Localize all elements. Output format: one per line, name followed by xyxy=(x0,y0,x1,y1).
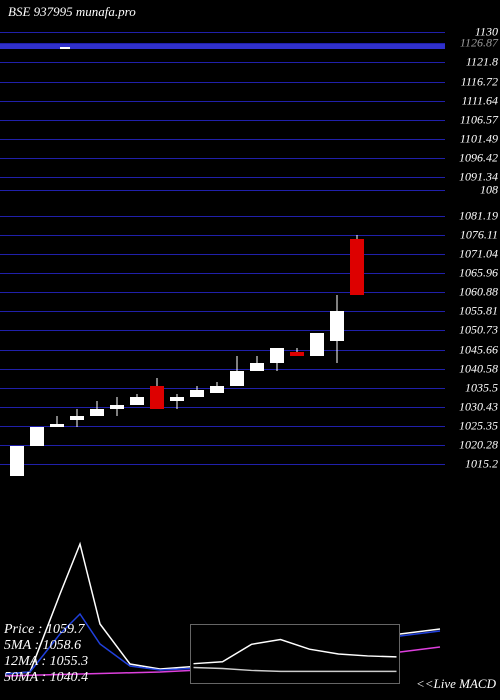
axis-label: 1096.42 xyxy=(459,151,498,166)
gridline xyxy=(0,407,445,408)
axis-label: 1126.87 xyxy=(460,36,498,51)
candle xyxy=(170,397,184,401)
macd-inset xyxy=(190,624,400,684)
gridline xyxy=(0,464,445,465)
axis-label: 1111.64 xyxy=(462,93,498,108)
gridline xyxy=(0,32,445,33)
gridline xyxy=(0,445,445,446)
gridline xyxy=(0,273,445,274)
axis-label: 108 xyxy=(480,182,498,197)
candle xyxy=(270,348,284,363)
gridline xyxy=(0,426,445,427)
price-info: Price : 1059.7 xyxy=(4,622,84,638)
axis-label: 1081.19 xyxy=(459,208,498,223)
gridline xyxy=(0,139,445,140)
axis-label: 1065.96 xyxy=(459,266,498,281)
axis-label: 1040.58 xyxy=(459,361,498,376)
candle xyxy=(150,386,164,409)
axis-label: 1116.72 xyxy=(461,74,498,89)
gridline xyxy=(0,369,445,370)
axis-label: 1121.8 xyxy=(466,55,498,70)
axis-label: 1055.81 xyxy=(459,304,498,319)
candle xyxy=(350,239,364,296)
candle xyxy=(110,405,124,409)
gridline xyxy=(0,120,445,121)
gridline xyxy=(0,190,445,191)
macd-panel: <<Live MACD Price : 1059.7 5MA : 1058.6 … xyxy=(0,494,500,694)
axis-label: 1050.73 xyxy=(459,323,498,338)
candle xyxy=(210,386,224,394)
axis-label: 1060.88 xyxy=(459,285,498,300)
gridline xyxy=(0,235,445,236)
chart-title: BSE 937995 munafa.pro xyxy=(0,0,500,24)
axis-label: 1015.2 xyxy=(465,457,498,472)
ma12-info: 12MA : 1055.3 xyxy=(4,654,88,670)
gridline xyxy=(0,311,445,312)
candle xyxy=(10,446,24,476)
gridline xyxy=(0,350,445,351)
candle xyxy=(230,371,244,386)
axis-label: 1045.66 xyxy=(459,342,498,357)
gridline xyxy=(0,292,445,293)
candle xyxy=(190,390,204,398)
axis-label: 1025.35 xyxy=(459,419,498,434)
gridline xyxy=(0,158,445,159)
gridline xyxy=(0,43,445,44)
price-chart: 11301126.871121.81116.721111.641106.5711… xyxy=(0,24,500,484)
axis-label: 1071.04 xyxy=(459,246,498,261)
axis-label: 1101.49 xyxy=(460,132,498,147)
candle xyxy=(70,416,84,420)
gridline xyxy=(0,101,445,102)
candle xyxy=(250,363,264,371)
candle xyxy=(90,409,104,417)
ma5-info: 5MA : 1058.6 xyxy=(4,638,81,654)
candle xyxy=(50,424,64,428)
gridline xyxy=(0,330,445,331)
axis-label: 1030.43 xyxy=(459,399,498,414)
gridline xyxy=(0,254,445,255)
candle xyxy=(310,333,324,356)
candle xyxy=(30,427,44,446)
gridline xyxy=(0,62,445,63)
axis-label: 1076.11 xyxy=(460,227,498,242)
gridline xyxy=(0,216,445,217)
ma50-info: 50MA : 1040.4 xyxy=(4,670,88,686)
candle xyxy=(330,311,344,341)
axis-label: 1035.5 xyxy=(465,380,498,395)
gridline xyxy=(0,82,445,83)
candle xyxy=(290,352,304,356)
axis-label: 1106.57 xyxy=(460,112,498,127)
axis-label: 1020.28 xyxy=(459,438,498,453)
macd-label: <<Live MACD xyxy=(416,676,496,692)
candle xyxy=(130,397,144,405)
gridline xyxy=(0,177,445,178)
